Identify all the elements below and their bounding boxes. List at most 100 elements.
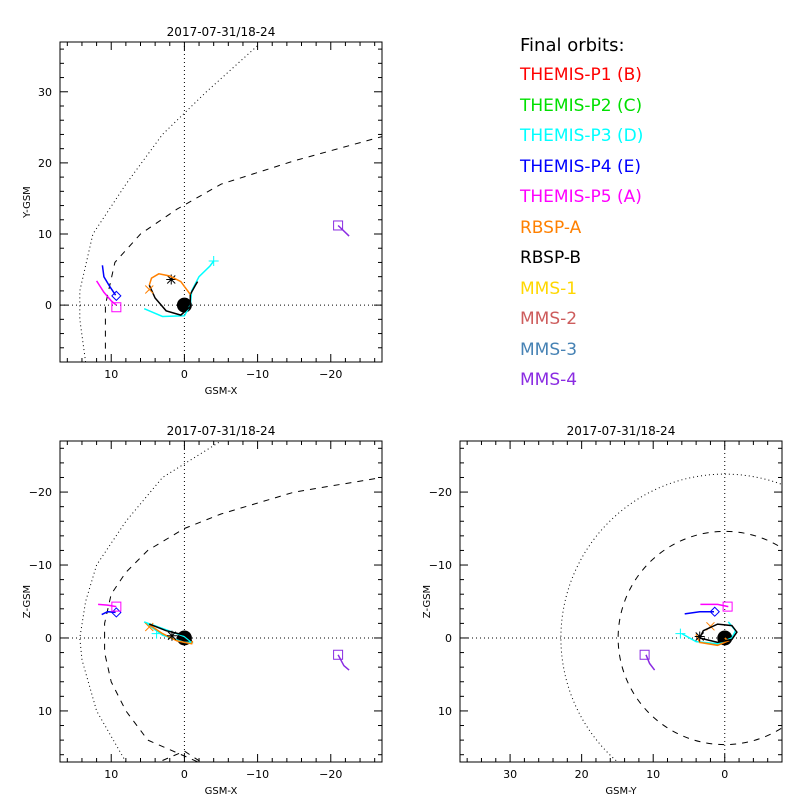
x-tick-label: −10 bbox=[246, 768, 269, 781]
chart-title: 2017-07-31/18-24 bbox=[167, 424, 276, 438]
panel-2: 2017-07-31/18-24 10 0 −10 −20 10 0 −10 −20 GSM-X Z… bbox=[22, 424, 383, 797]
legend-item: THEMIS-P3 (D) bbox=[520, 126, 644, 146]
ticks bbox=[60, 42, 382, 363]
orbit-themis-p4-e bbox=[684, 606, 720, 617]
orbit-mms-4 bbox=[333, 649, 350, 671]
x-tick-label: 0 bbox=[181, 768, 188, 781]
x-tick-label: −20 bbox=[319, 368, 342, 381]
magnetopause-line bbox=[104, 136, 382, 361]
plus-marker-icon bbox=[675, 628, 686, 639]
y-tick-label: −10 bbox=[429, 559, 452, 572]
legend-item: THEMIS-P2 (C) bbox=[520, 95, 643, 116]
legend-item: MMS-3 bbox=[520, 339, 578, 360]
diamond-marker-icon bbox=[111, 290, 122, 302]
y-tick-label: 30 bbox=[38, 86, 52, 99]
y-tick-label: 0 bbox=[45, 299, 52, 312]
x-tick-label: 30 bbox=[503, 768, 517, 781]
asterisk-marker-icon bbox=[166, 274, 177, 285]
x-tick-label: −10 bbox=[246, 368, 269, 381]
bow-shock-line bbox=[79, 45, 258, 362]
orbit-rbsp-b bbox=[694, 623, 738, 644]
orbit-rbsp-a bbox=[144, 273, 191, 295]
x-axis-label: GSM-X bbox=[205, 386, 238, 397]
panel-1: 2017-07-31/18-24 10 0 −10 −20 0 10 20 30 GSM-X Y-G… bbox=[22, 25, 383, 397]
x-axis-label: GSM-X bbox=[205, 786, 238, 797]
legend-item: RBSP-B bbox=[520, 248, 582, 268]
legend-item: RBSP-A bbox=[520, 217, 582, 238]
x-tick-label: 20 bbox=[575, 768, 589, 781]
legend-item: THEMIS-P4 (E) bbox=[520, 156, 641, 177]
x-tick-label: 10 bbox=[104, 368, 118, 381]
square-marker-icon bbox=[111, 601, 122, 612]
y-axis-label: Z-GSM bbox=[422, 585, 433, 618]
orbit-themis-p4-e bbox=[101, 265, 122, 302]
y-tick-label: 10 bbox=[438, 705, 452, 718]
y-tick-label: 10 bbox=[38, 705, 52, 718]
orbit-track bbox=[684, 610, 714, 615]
orbit-rbsp-b bbox=[148, 274, 199, 316]
legend-item: THEMIS-P5 (A) bbox=[520, 187, 642, 207]
plot-frame bbox=[59, 440, 383, 763]
y-axis-label: Z-GSM bbox=[22, 585, 33, 618]
legend-title: Final orbits: bbox=[520, 35, 625, 56]
y-tick-label: −20 bbox=[29, 486, 52, 499]
orbit-themis-p5-a bbox=[700, 601, 733, 612]
orbit-track bbox=[148, 281, 199, 316]
legend: Final orbits: THEMIS-P1 (B) THEMIS-P2 (C)… bbox=[520, 32, 643, 396]
orbit-track bbox=[148, 624, 194, 645]
x-axis-label: GSM-Y bbox=[605, 786, 637, 797]
legend-item: MMS-4 bbox=[520, 370, 578, 390]
panel-3: 2017-07-31/18-24 30 20 10 0 10 0 −10 −20 GSM-Y Z-G… bbox=[422, 424, 783, 797]
orbit-track bbox=[645, 654, 656, 671]
square-marker-icon bbox=[722, 601, 733, 612]
orbit-mms-4 bbox=[333, 220, 350, 237]
x-tick-label: 10 bbox=[104, 768, 118, 781]
plot-area bbox=[60, 441, 382, 762]
orbit-rbsp-b bbox=[149, 623, 193, 642]
orbit-track bbox=[337, 654, 350, 671]
orbit-track bbox=[101, 265, 117, 296]
orbit-track bbox=[337, 224, 350, 237]
magnetopause-line bbox=[104, 477, 382, 762]
orbit-track bbox=[98, 603, 117, 608]
plus-marker-icon bbox=[208, 256, 219, 267]
y-tick-label: 20 bbox=[38, 157, 52, 170]
y-tick-label: −10 bbox=[29, 559, 52, 572]
orbit-track bbox=[148, 273, 191, 295]
orbit-track bbox=[699, 623, 738, 644]
ticks bbox=[60, 441, 382, 762]
y-axis-label: Y-GSM bbox=[22, 186, 33, 219]
chart-title: 2017-07-31/18-24 bbox=[167, 25, 276, 39]
legend-item: MMS-1 bbox=[520, 278, 578, 299]
x-marker-icon bbox=[144, 285, 154, 294]
orbit-themis-p5-a bbox=[95, 280, 122, 313]
orbit-track bbox=[101, 610, 116, 616]
orbit-track bbox=[700, 603, 729, 608]
x-tick-label: 10 bbox=[646, 768, 660, 781]
plot-area bbox=[60, 42, 382, 362]
square-marker-icon bbox=[111, 302, 122, 313]
ticks bbox=[460, 441, 783, 762]
square-marker-icon bbox=[639, 649, 650, 660]
plot-area bbox=[460, 441, 782, 762]
asterisk-marker-icon bbox=[694, 631, 705, 642]
square-marker-icon bbox=[333, 649, 344, 660]
plot-frame bbox=[459, 440, 783, 763]
x-tick-label: −20 bbox=[319, 768, 342, 781]
y-tick-label: −20 bbox=[429, 486, 452, 499]
asterisk-marker-icon bbox=[166, 630, 177, 641]
plot-frame bbox=[59, 41, 383, 363]
orbit-themis-p5-a bbox=[98, 601, 122, 612]
legend-item: THEMIS-P1 (B) bbox=[520, 65, 642, 85]
y-tick-label: 10 bbox=[38, 228, 52, 241]
orbit-themis-p4-e bbox=[101, 607, 122, 618]
legend-item: MMS-2 bbox=[520, 309, 578, 329]
x-tick-label: 0 bbox=[181, 368, 188, 381]
x-tick-label: 0 bbox=[721, 768, 728, 781]
orbit-mms-4 bbox=[639, 649, 656, 671]
square-marker-icon bbox=[333, 220, 344, 231]
y-tick-label: 0 bbox=[45, 632, 52, 645]
diamond-marker-icon bbox=[709, 606, 720, 617]
chart-title: 2017-07-31/18-24 bbox=[567, 424, 676, 438]
